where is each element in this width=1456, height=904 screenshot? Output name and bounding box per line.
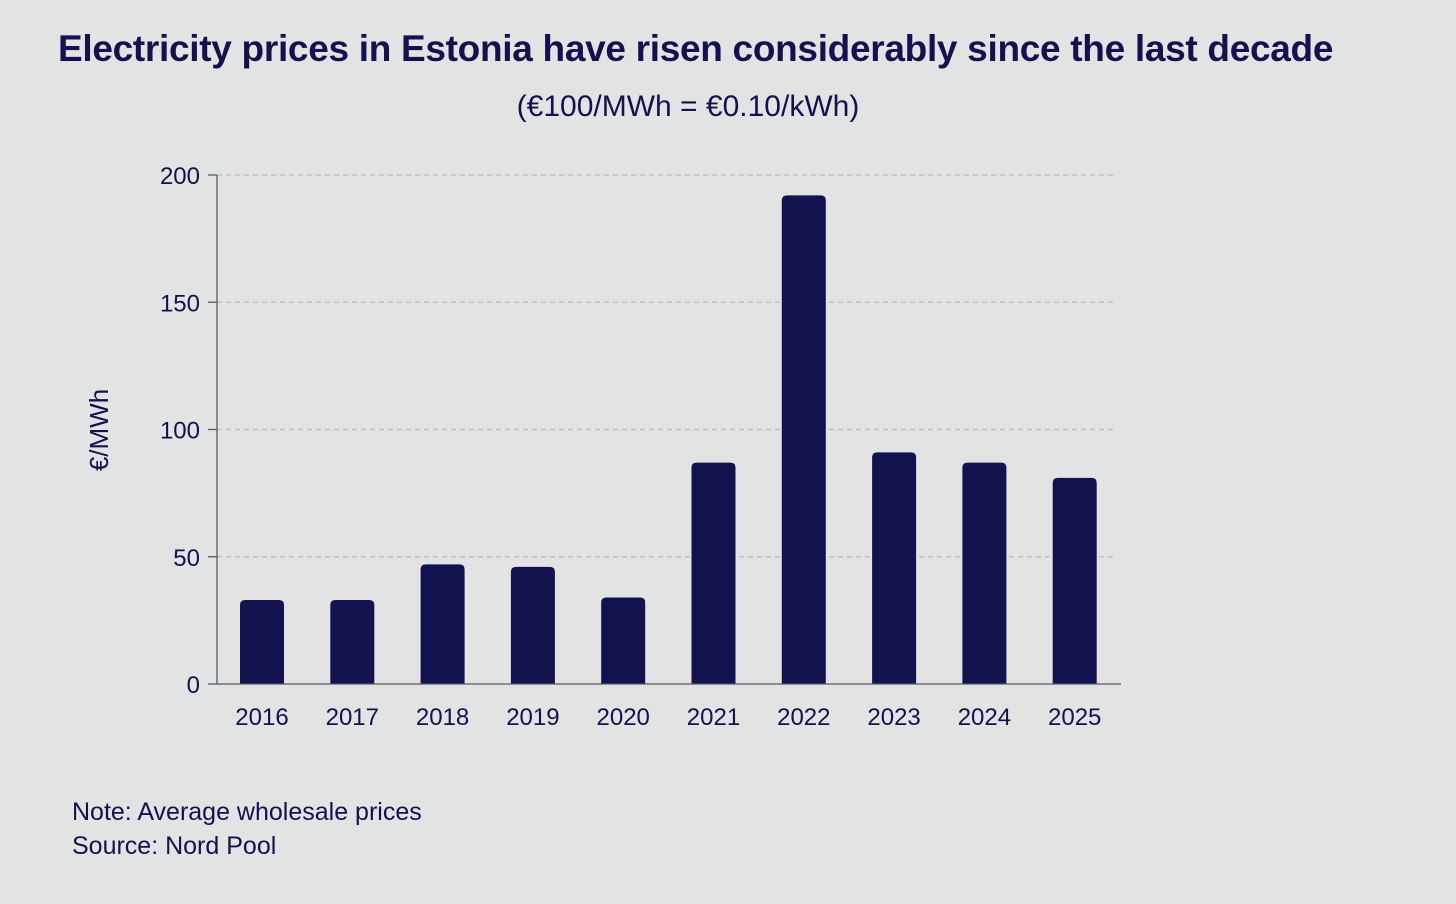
bar-2022 (781, 195, 826, 685)
bars (240, 195, 1097, 685)
x-tick-label: 2024 (958, 704, 1011, 731)
bar-2016 (240, 600, 284, 684)
y-tick-label: 100 (160, 418, 200, 445)
bar-2017 (330, 600, 375, 684)
x-tick-label: 2023 (867, 704, 920, 731)
y-axis-label: €/MWh (84, 389, 114, 471)
x-tick-label: 2017 (326, 704, 379, 731)
y-tick-label: 50 (173, 545, 200, 572)
bar-2025 (1052, 477, 1097, 684)
chart-title: Electricity prices in Estonia have risen… (58, 28, 1334, 69)
x-tick-label: 2025 (1048, 704, 1101, 731)
bar-2018 (420, 564, 465, 684)
bar-2023 (872, 452, 917, 684)
bar-2021 (691, 462, 736, 684)
x-tick-label: 2021 (687, 704, 740, 731)
y-tick-label: 150 (160, 290, 200, 317)
x-tick-label: 2018 (416, 704, 469, 731)
bar-2020 (601, 597, 646, 684)
bar-2024 (962, 462, 1007, 684)
y-tick-label: 0 (187, 672, 200, 699)
x-tick-label: 2016 (235, 704, 288, 731)
footnote-source: Source: Nord Pool (72, 832, 277, 860)
x-tick-label: 2020 (597, 704, 650, 731)
chart-subtitle: (€100/MWh = €0.10/kWh) (516, 90, 860, 123)
x-tick-label: 2019 (506, 704, 559, 731)
x-tick-label: 2022 (777, 704, 830, 731)
footnote-note: Note: Average wholesale prices (72, 798, 422, 826)
axes: 0 50 100 150 200 2016 2017 2018 2019 2020 2021 2022… (160, 163, 1121, 731)
bar-2019 (510, 566, 555, 684)
y-tick-label: 200 (160, 163, 200, 190)
